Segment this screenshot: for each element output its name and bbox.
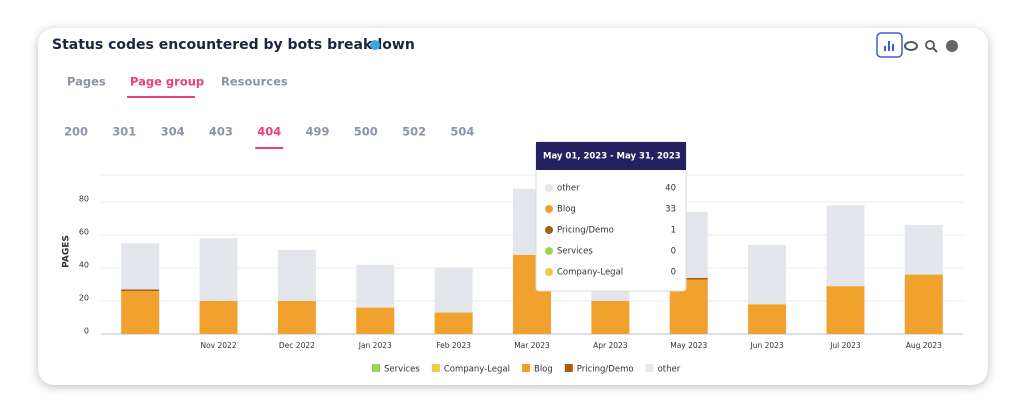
status-code-tab[interactable]: 499: [305, 125, 329, 139]
x-tick-label: Nov 2022: [200, 341, 236, 350]
tab-underline: [127, 96, 195, 98]
legend-swatch: [564, 364, 573, 372]
x-tick-label: Jul 2023: [829, 341, 861, 350]
tooltip-dot: [545, 205, 553, 213]
tooltip-dot: [545, 268, 553, 276]
tooltip-dot: [545, 247, 553, 255]
legend-swatch: [521, 364, 530, 372]
tooltip-value: 0: [671, 247, 676, 257]
eye-icon[interactable]: [904, 41, 918, 51]
icon-part: [884, 46, 886, 51]
tooltip-label: Blog: [557, 205, 576, 215]
x-tick-label: Apr 2023: [593, 341, 628, 350]
legend-swatch: [645, 364, 654, 372]
bar-segment[interactable]: [826, 286, 865, 334]
bar-segment[interactable]: [434, 312, 473, 334]
status-code-tab[interactable]: 504: [450, 125, 474, 139]
tooltip-label: Pricing/Demo: [557, 226, 614, 236]
x-tick-label: Jan 2023: [358, 341, 392, 350]
legend-label[interactable]: other: [658, 365, 681, 375]
tab[interactable]: Resources: [221, 75, 288, 89]
legend-label[interactable]: Services: [384, 365, 420, 375]
x-tick-label: May 2023: [670, 341, 707, 350]
info-icon[interactable]: [370, 40, 380, 50]
bar-segment[interactable]: [356, 264, 395, 308]
tooltip-header: [536, 142, 686, 170]
status-code-tab[interactable]: 200: [64, 125, 88, 139]
status-code-tab[interactable]: 502: [402, 125, 426, 139]
bar-segment[interactable]: [904, 274, 943, 334]
y-axis-label: PAGES: [62, 235, 72, 268]
tooltip-value: 40: [665, 184, 676, 194]
card-title: Status codes encountered by bots breakdo…: [52, 37, 415, 53]
x-tick-label: Feb 2023: [436, 341, 471, 350]
bar-segment[interactable]: [199, 238, 238, 301]
x-tick-label: Aug 2023: [906, 341, 942, 350]
bar-segment[interactable]: [669, 277, 708, 280]
legend-swatch: [431, 364, 440, 372]
legend-label[interactable]: Pricing/Demo: [577, 365, 634, 375]
tooltip-value: 33: [665, 205, 676, 215]
info-button[interactable]: [946, 40, 958, 52]
legend-swatch: [372, 364, 380, 372]
bar-segment[interactable]: [904, 225, 943, 275]
icon-part: [892, 44, 894, 51]
status-code-tab[interactable]: 403: [209, 125, 233, 139]
bar-segment[interactable]: [121, 289, 160, 292]
bar-segment[interactable]: [277, 249, 316, 301]
x-tick-label: Mar 2023: [514, 341, 550, 350]
y-tick-label: 40: [79, 261, 89, 270]
bar-segment[interactable]: [121, 243, 160, 290]
zoom-icon[interactable]: [925, 40, 935, 50]
tooltip-label: Services: [557, 247, 593, 257]
bar-chart-button[interactable]: [876, 32, 903, 58]
bar-segment[interactable]: [199, 301, 238, 334]
bar-segment[interactable]: [356, 307, 395, 334]
bar-segment[interactable]: [121, 291, 160, 334]
bar-segment[interactable]: [591, 301, 630, 334]
tab-underline: [255, 147, 284, 149]
y-tick-label: 60: [79, 228, 89, 237]
y-tick-label: 0: [84, 327, 89, 336]
tab[interactable]: Pages: [67, 75, 106, 89]
y-tick-label: 80: [79, 195, 89, 204]
tooltip-dot: [545, 184, 553, 192]
bar-segment[interactable]: [434, 268, 473, 313]
bar-segment[interactable]: [277, 301, 316, 334]
bar-segment[interactable]: [748, 304, 787, 334]
tooltip-label: Company-Legal: [557, 268, 623, 278]
status-code-tab[interactable]: 404: [257, 125, 281, 139]
legend-label[interactable]: Blog: [534, 365, 553, 375]
status-code-tab[interactable]: 500: [354, 125, 378, 139]
legend-label[interactable]: Company-Legal: [444, 365, 510, 375]
x-tick-label: Dec 2022: [279, 341, 315, 350]
bar-segment[interactable]: [748, 244, 787, 305]
tooltip-value: 0: [671, 268, 676, 278]
status-code-tab[interactable]: 301: [112, 125, 136, 139]
bar-segment[interactable]: [826, 205, 865, 287]
tab[interactable]: Page group: [130, 75, 204, 89]
tooltip-label: other: [557, 184, 580, 194]
icon-part: [888, 41, 890, 51]
status-code-tab[interactable]: 304: [161, 125, 185, 139]
icon-part: [932, 47, 938, 53]
x-tick-label: Jun 2023: [749, 341, 783, 350]
tooltip-title: May 01, 2023 - May 31, 2023: [543, 152, 681, 162]
tooltip-value: 1: [671, 226, 676, 236]
tooltip-dot: [545, 226, 553, 234]
y-tick-label: 20: [79, 294, 89, 303]
